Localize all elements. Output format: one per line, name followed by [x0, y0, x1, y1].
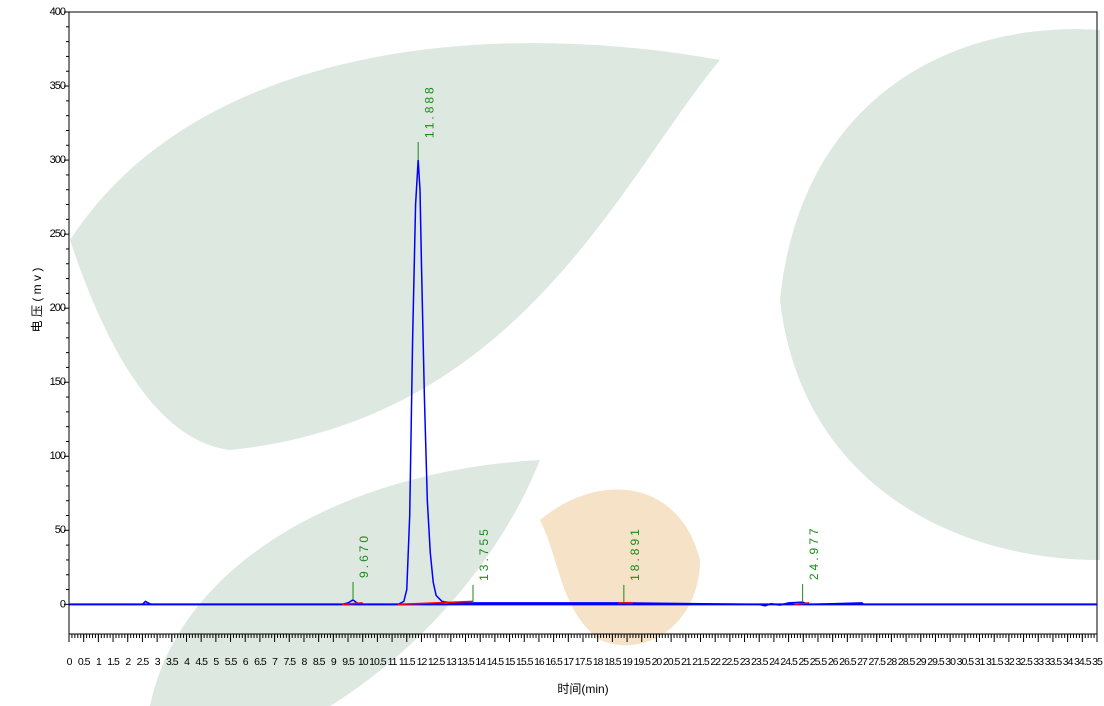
x-tick-label: 5.5: [225, 656, 238, 668]
x-tick-label: 16.5: [545, 656, 563, 668]
x-tick-label: 1: [96, 656, 102, 668]
peak-label: 9.670: [357, 533, 371, 578]
x-tick-label: 17: [563, 656, 574, 668]
x-tick-label: 16: [534, 656, 545, 668]
x-tick-label: 9: [331, 656, 337, 668]
x-tick-label: 15.5: [516, 656, 534, 668]
peak-label: 11.888: [422, 84, 436, 138]
x-tick-label: 14: [475, 656, 486, 668]
x-tick-label: 8.5: [313, 656, 326, 668]
x-tick-label: 18.5: [604, 656, 622, 668]
x-tick-label: 33: [1033, 656, 1044, 668]
peak-label: 18.891: [628, 526, 642, 581]
x-tick-label: 2: [125, 656, 131, 668]
x-tick-label: 14.5: [487, 656, 505, 668]
x-tick-label: 35: [1092, 656, 1103, 668]
x-tick-label: 7: [272, 656, 278, 668]
x-tick-label: 30: [945, 656, 956, 668]
x-tick-label: 10: [358, 656, 369, 668]
y-tick-label: 300: [50, 154, 66, 166]
y-axis-title: 电 压 ( m v ): [30, 268, 44, 333]
x-tick-label: 32.5: [1015, 656, 1033, 668]
y-tick-label: 0: [60, 598, 66, 610]
x-tick-label: 28.5: [898, 656, 916, 668]
x-tick-label: 27: [857, 656, 868, 668]
y-tick-label: 150: [50, 376, 66, 388]
x-tick-label: 3: [155, 656, 161, 668]
y-tick-label: 250: [50, 228, 66, 240]
x-tick-label: 12.5: [428, 656, 446, 668]
watermark: [70, 29, 1100, 706]
x-tick-label: 11.5: [399, 656, 416, 668]
x-tick-label: 23.5: [751, 656, 769, 668]
y-tick-label: 200: [50, 302, 66, 314]
peak-label: 13.755: [477, 526, 491, 581]
peak-label: 24.977: [807, 525, 821, 580]
x-tick-label: 22: [710, 656, 721, 668]
x-tick-label: 2.5: [137, 656, 150, 668]
x-tick-label: 29: [916, 656, 927, 668]
x-tick-label: 0: [67, 656, 73, 668]
y-tick-label: 400: [50, 6, 66, 18]
x-tick-label: 21: [681, 656, 692, 668]
x-tick-label: 8: [302, 656, 308, 668]
y-tick-label: 350: [50, 80, 66, 92]
x-tick-label: 25: [798, 656, 809, 668]
x-tick-label: 20: [652, 656, 663, 668]
x-tick-label: 20.5: [663, 656, 681, 668]
x-tick-label: 24: [769, 656, 780, 668]
x-tick-label: 5: [213, 656, 219, 668]
x-tick-label: 12: [417, 656, 428, 668]
x-tick-label: 4: [184, 656, 190, 668]
x-tick-label: 19: [622, 656, 633, 668]
x-tick-label: 15: [505, 656, 516, 668]
x-axis-title: 时间(min): [557, 682, 608, 696]
x-tick-label: 17.5: [575, 656, 593, 668]
x-tick-label: 34: [1063, 656, 1074, 668]
x-tick-label: 29.5: [927, 656, 945, 668]
y-tick-label: 100: [50, 450, 66, 462]
signal-line: [69, 160, 1097, 607]
x-tick-label: 6: [243, 656, 249, 668]
x-tick-label: 13: [446, 656, 457, 668]
x-tick-label: 26.5: [839, 656, 857, 668]
x-tick-label: 26: [828, 656, 839, 668]
x-tick-label: 18: [593, 656, 604, 668]
x-tick-label: 19.5: [634, 656, 652, 668]
x-tick-label: 21.5: [692, 656, 710, 668]
x-tick-label: 4.5: [195, 656, 208, 668]
x-tick-label: 10.5: [369, 656, 387, 668]
x-tick-label: 6.5: [254, 656, 267, 668]
x-tick-label: 32: [1004, 656, 1015, 668]
x-tick-label: 33.5: [1045, 656, 1063, 668]
x-tick-label: 9.5: [342, 656, 355, 668]
x-tick-label: 3.5: [166, 656, 179, 668]
x-tick-label: 1.5: [107, 656, 120, 668]
x-tick-label: 22.5: [722, 656, 740, 668]
x-tick-label: 25.5: [810, 656, 828, 668]
x-tick-label: 7.5: [283, 656, 296, 668]
y-tick-label: 50: [55, 524, 66, 536]
x-tick-label: 0.5: [78, 656, 91, 668]
x-tick-label: 31.5: [986, 656, 1004, 668]
signal-line: [342, 600, 810, 606]
x-tick-label: 11: [388, 656, 398, 668]
x-tick-label: 27.5: [868, 656, 886, 668]
x-tick-label: 24.5: [780, 656, 798, 668]
x-tick-label: 34.5: [1074, 656, 1092, 668]
x-tick-label: 13.5: [457, 656, 475, 668]
x-tick-label: 30.5: [957, 656, 975, 668]
x-tick-label: 23: [740, 656, 751, 668]
x-tick-label: 28: [887, 656, 898, 668]
x-tick-label: 31: [975, 656, 986, 668]
